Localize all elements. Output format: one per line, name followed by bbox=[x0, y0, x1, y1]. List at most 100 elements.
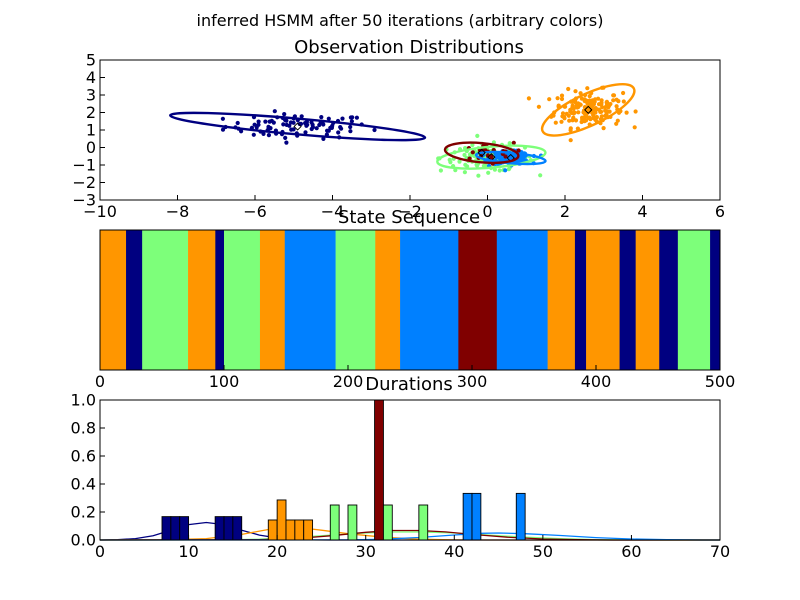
scatter-point bbox=[582, 98, 587, 104]
scatter-point bbox=[614, 104, 619, 109]
x-tick-label: 0 bbox=[95, 542, 105, 561]
scatter-point bbox=[621, 99, 626, 104]
scatter-point bbox=[568, 138, 573, 143]
scatter-point bbox=[571, 115, 576, 120]
duration-histogram-bar bbox=[223, 516, 234, 541]
scatter-point bbox=[325, 128, 330, 133]
x-tick-label: −4 bbox=[321, 202, 345, 221]
scatter-point bbox=[506, 167, 511, 172]
y-tick-label: −2 bbox=[72, 173, 96, 192]
scatter-point bbox=[615, 118, 620, 123]
x-tick-label: 0 bbox=[482, 202, 492, 221]
x-tick-label: −8 bbox=[166, 202, 190, 221]
state-segment bbox=[400, 230, 459, 370]
scatter-point bbox=[559, 93, 565, 98]
x-tick-label: 40 bbox=[444, 542, 464, 561]
scatter-point bbox=[348, 129, 353, 134]
state-sequence-panel: State Sequence 0 100 200 300 400 500 bbox=[95, 207, 735, 391]
y-tick-label: −1 bbox=[72, 156, 96, 175]
duration-histogram-bar bbox=[161, 516, 172, 541]
observation-title: Observation Distributions bbox=[294, 37, 524, 58]
state-segment bbox=[710, 230, 721, 370]
y-tick-label: 0.4 bbox=[71, 475, 96, 494]
scatter-point bbox=[621, 90, 626, 96]
duration-histogram-bar bbox=[232, 516, 243, 541]
scatter-point bbox=[633, 109, 638, 114]
x-tick-label: 6 bbox=[715, 202, 725, 221]
scatter-point bbox=[573, 99, 578, 105]
scatter-point bbox=[575, 105, 580, 110]
duration-histogram-bar bbox=[462, 492, 473, 541]
duration-histogram-bar bbox=[374, 399, 384, 541]
scatter-point bbox=[573, 118, 579, 123]
scatter-point bbox=[319, 115, 324, 120]
duration-histogram-bar bbox=[267, 519, 278, 541]
scatter-point bbox=[589, 104, 594, 109]
x-tick-label: 2 bbox=[560, 202, 570, 221]
scatter-point bbox=[266, 133, 271, 138]
scatter-point bbox=[592, 99, 597, 104]
state-segment bbox=[100, 230, 127, 370]
state-segment bbox=[496, 230, 548, 370]
scatter-point bbox=[594, 115, 600, 120]
duration-histogram-bar bbox=[471, 492, 482, 541]
observation-frame bbox=[99, 59, 721, 201]
x-tick-label: 400 bbox=[581, 372, 612, 391]
duration-histogram-bar bbox=[285, 519, 296, 541]
duration-histogram-bar bbox=[329, 504, 340, 541]
scatter-point bbox=[520, 154, 525, 159]
y-tick-label: −3 bbox=[72, 191, 96, 210]
y-tick-label: 2 bbox=[86, 103, 96, 122]
x-tick-label: 20 bbox=[267, 542, 287, 561]
y-tick-label: 5 bbox=[86, 51, 96, 70]
scatter-point bbox=[475, 163, 480, 168]
scatter-point bbox=[303, 130, 308, 135]
scatter-point bbox=[282, 112, 287, 117]
x-tick-label: 500 bbox=[705, 372, 736, 391]
scatter-point bbox=[314, 126, 319, 131]
scatter-point bbox=[632, 125, 637, 130]
scatter-point bbox=[511, 140, 516, 145]
state-segment bbox=[635, 230, 660, 370]
scatter-point bbox=[339, 126, 344, 131]
scatter-point bbox=[272, 109, 277, 114]
scatter-point bbox=[593, 106, 598, 111]
scatter-point bbox=[284, 122, 289, 127]
durations-x-ticks: 0 10 20 30 40 50 60 70 bbox=[95, 535, 730, 561]
state-segment bbox=[126, 230, 143, 370]
scatter-point bbox=[573, 89, 578, 94]
scatter-point bbox=[616, 99, 621, 104]
scatter-point bbox=[349, 119, 354, 124]
scatter-point bbox=[599, 114, 604, 119]
y-tick-label: 4 bbox=[86, 68, 96, 87]
scatter-point bbox=[350, 115, 355, 120]
x-tick-label: 70 bbox=[710, 542, 730, 561]
scatter-point bbox=[568, 128, 573, 133]
state-sequence-frame bbox=[99, 229, 721, 371]
x-tick-label: 50 bbox=[533, 542, 553, 561]
scatter-point bbox=[336, 130, 341, 135]
scatter-point bbox=[470, 142, 475, 148]
state-sequence-marks bbox=[100, 230, 721, 370]
cluster-ellipse bbox=[540, 83, 636, 137]
cluster-mean-marker bbox=[584, 105, 593, 115]
duration-histogram-bar bbox=[214, 516, 225, 541]
state-segment bbox=[284, 230, 336, 370]
scatter-point bbox=[600, 105, 605, 110]
scatter-point bbox=[348, 124, 353, 130]
scatter-point bbox=[593, 110, 598, 115]
scatter-point bbox=[254, 125, 259, 130]
y-tick-label: 1 bbox=[86, 121, 96, 140]
scatter-point bbox=[462, 170, 467, 175]
x-tick-label: 100 bbox=[209, 372, 240, 391]
scatter-point bbox=[438, 168, 443, 173]
duration-histogram-bar bbox=[418, 504, 429, 541]
scatter-point bbox=[560, 111, 566, 116]
state-segment bbox=[375, 230, 401, 370]
scatter-point bbox=[457, 159, 462, 164]
scatter-point bbox=[624, 110, 629, 115]
scatter-point bbox=[263, 119, 268, 124]
scatter-point bbox=[321, 136, 326, 141]
scatter-point bbox=[483, 163, 488, 168]
